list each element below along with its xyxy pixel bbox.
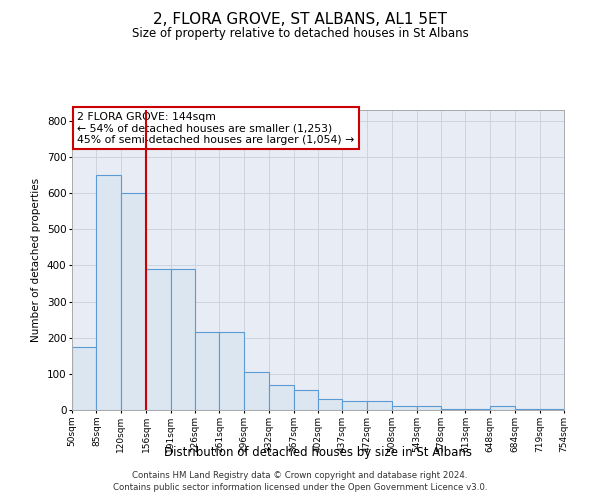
Bar (416, 406, 441, 410)
Text: 2 FLORA GROVE: 144sqm
← 54% of detached houses are smaller (1,253)
45% of semi-d: 2 FLORA GROVE: 144sqm ← 54% of detached … (77, 112, 354, 144)
Bar (343, 401, 367, 410)
Bar (170, 269, 195, 410)
Bar (490, 406, 515, 410)
Text: Distribution of detached houses by size in St Albans: Distribution of detached houses by size … (164, 446, 472, 459)
Bar (318, 399, 343, 410)
Bar (97, 175, 121, 410)
Bar (269, 384, 293, 410)
Text: Size of property relative to detached houses in St Albans: Size of property relative to detached ho… (131, 28, 469, 40)
Text: Contains HM Land Registry data © Crown copyright and database right 2024.
Contai: Contains HM Land Registry data © Crown c… (113, 471, 487, 492)
Bar (293, 390, 318, 410)
Bar (72, 346, 97, 410)
Bar (121, 193, 146, 410)
Bar (392, 406, 416, 410)
Bar (367, 401, 392, 410)
Bar (146, 269, 170, 410)
Bar (220, 332, 244, 410)
Bar (195, 332, 220, 410)
Y-axis label: Number of detached properties: Number of detached properties (31, 178, 41, 342)
Text: 2, FLORA GROVE, ST ALBANS, AL1 5ET: 2, FLORA GROVE, ST ALBANS, AL1 5ET (153, 12, 447, 28)
Bar (244, 372, 269, 410)
